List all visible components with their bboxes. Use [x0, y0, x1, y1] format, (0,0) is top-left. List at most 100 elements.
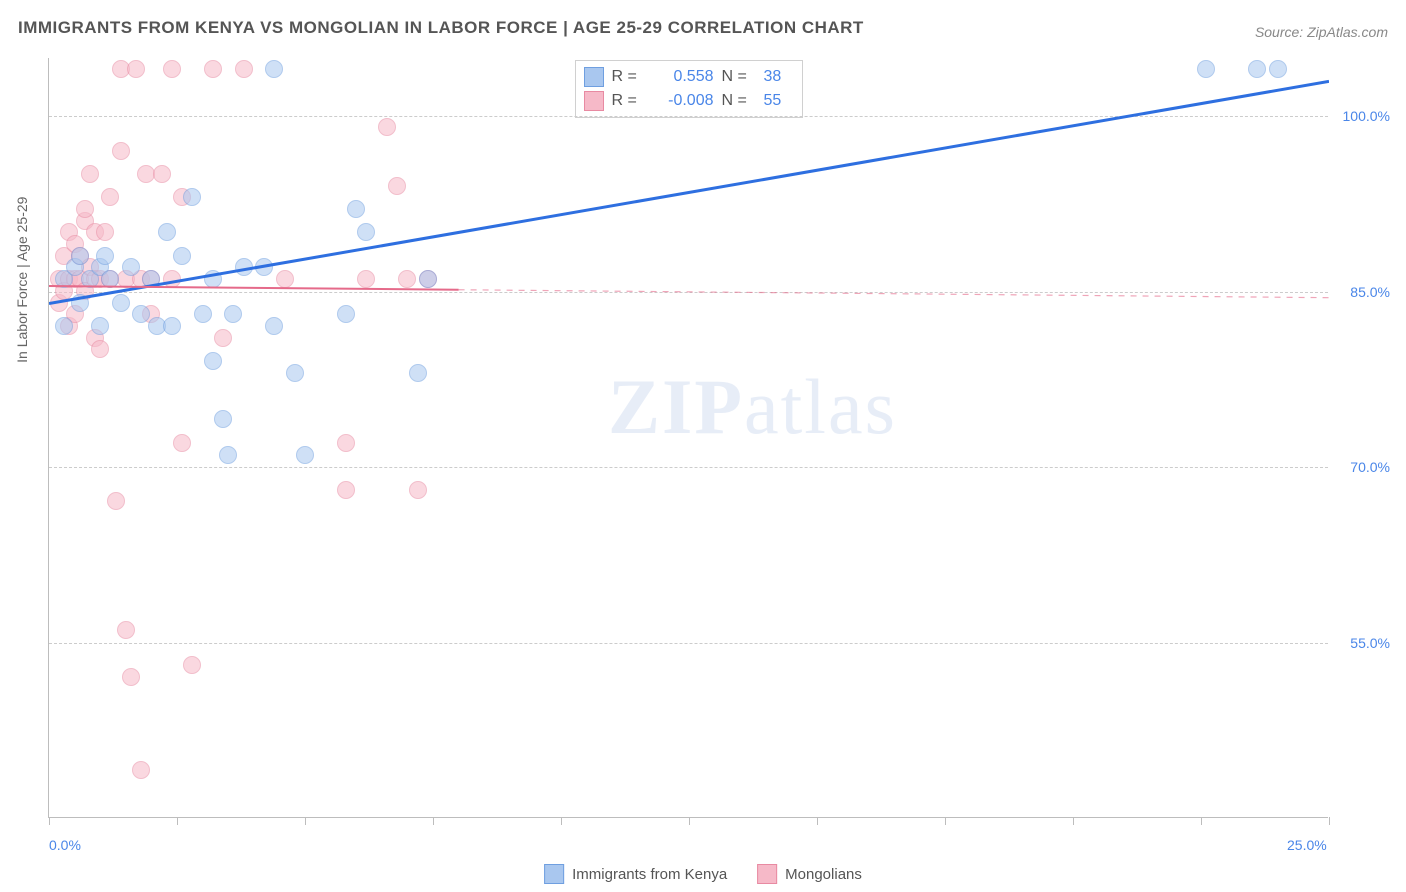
y-tick-label: 55.0%: [1350, 635, 1390, 651]
gridline: [49, 116, 1328, 117]
data-point: [71, 247, 89, 265]
data-point: [1197, 60, 1215, 78]
data-point: [173, 434, 191, 452]
swatch-kenya: [584, 67, 604, 87]
y-tick-label: 100.0%: [1343, 108, 1390, 124]
x-tick: [1201, 817, 1202, 825]
gridline: [49, 643, 1328, 644]
data-point: [158, 223, 176, 241]
data-point: [409, 364, 427, 382]
stat-r-kenya: 0.558: [654, 68, 714, 86]
data-point: [224, 305, 242, 323]
data-point: [357, 223, 375, 241]
data-point: [183, 188, 201, 206]
trend-lines: [49, 58, 1329, 818]
data-point: [71, 294, 89, 312]
data-point: [107, 492, 125, 510]
x-tick: [945, 817, 946, 825]
swatch-mongolians: [584, 91, 604, 111]
x-tick: [177, 817, 178, 825]
scatter-chart: ZIPatlas R = 0.558 N = 38 R = -0.008 N =…: [48, 58, 1328, 818]
gridline: [49, 292, 1328, 293]
data-point: [204, 270, 222, 288]
stat-n-kenya: 38: [764, 68, 794, 86]
data-point: [153, 165, 171, 183]
data-point: [122, 668, 140, 686]
data-point: [96, 223, 114, 241]
stats-legend-box: R = 0.558 N = 38 R = -0.008 N = 55: [575, 60, 803, 118]
data-point: [219, 446, 237, 464]
data-point: [101, 188, 119, 206]
x-tick-label: 25.0%: [1287, 837, 1327, 853]
x-tick-label: 0.0%: [49, 837, 81, 853]
data-point: [122, 258, 140, 276]
data-point: [1248, 60, 1266, 78]
bottom-legend: Immigrants from Kenya Mongolians: [544, 864, 862, 884]
data-point: [255, 258, 273, 276]
data-point: [117, 621, 135, 639]
data-point: [214, 329, 232, 347]
stat-n-mongolians: 55: [764, 92, 794, 110]
page-title: IMMIGRANTS FROM KENYA VS MONGOLIAN IN LA…: [18, 18, 864, 38]
data-point: [101, 270, 119, 288]
data-point: [378, 118, 396, 136]
data-point: [1269, 60, 1287, 78]
data-point: [55, 317, 73, 335]
data-point: [398, 270, 416, 288]
x-tick: [817, 817, 818, 825]
data-point: [409, 481, 427, 499]
data-point: [265, 317, 283, 335]
data-point: [347, 200, 365, 218]
data-point: [81, 165, 99, 183]
data-point: [127, 60, 145, 78]
x-tick: [433, 817, 434, 825]
data-point: [91, 340, 109, 358]
data-point: [142, 270, 160, 288]
data-point: [204, 352, 222, 370]
data-point: [235, 258, 253, 276]
data-point: [76, 200, 94, 218]
data-point: [357, 270, 375, 288]
y-axis-label: In Labor Force | Age 25-29: [14, 197, 30, 363]
data-point: [112, 294, 130, 312]
data-point: [296, 446, 314, 464]
data-point: [132, 305, 150, 323]
stats-row-mongolians: R = -0.008 N = 55: [584, 89, 794, 113]
data-point: [112, 142, 130, 160]
stats-row-kenya: R = 0.558 N = 38: [584, 65, 794, 89]
data-point: [337, 481, 355, 499]
data-point: [194, 305, 212, 323]
data-point: [265, 60, 283, 78]
legend-label-kenya: Immigrants from Kenya: [572, 866, 727, 883]
x-tick: [49, 817, 50, 825]
data-point: [235, 60, 253, 78]
legend-item-kenya: Immigrants from Kenya: [544, 864, 727, 884]
gridline: [49, 467, 1328, 468]
x-tick: [305, 817, 306, 825]
y-tick-label: 70.0%: [1350, 459, 1390, 475]
stat-label-r: R =: [612, 92, 646, 110]
data-point: [173, 247, 191, 265]
legend-label-mongolians: Mongolians: [785, 866, 862, 883]
y-tick-label: 85.0%: [1350, 284, 1390, 300]
data-point: [419, 270, 437, 288]
data-point: [183, 656, 201, 674]
data-point: [388, 177, 406, 195]
data-point: [96, 247, 114, 265]
watermark: ZIPatlas: [608, 362, 897, 452]
data-point: [91, 317, 109, 335]
source-attribution: Source: ZipAtlas.com: [1255, 24, 1388, 40]
x-tick: [561, 817, 562, 825]
stat-label-n: N =: [722, 92, 756, 110]
data-point: [132, 761, 150, 779]
x-tick: [1073, 817, 1074, 825]
data-point: [286, 364, 304, 382]
swatch-mongolians: [757, 864, 777, 884]
data-point: [163, 317, 181, 335]
data-point: [163, 60, 181, 78]
data-point: [337, 305, 355, 323]
data-point: [337, 434, 355, 452]
data-point: [204, 60, 222, 78]
x-tick: [1329, 817, 1330, 825]
x-tick: [689, 817, 690, 825]
